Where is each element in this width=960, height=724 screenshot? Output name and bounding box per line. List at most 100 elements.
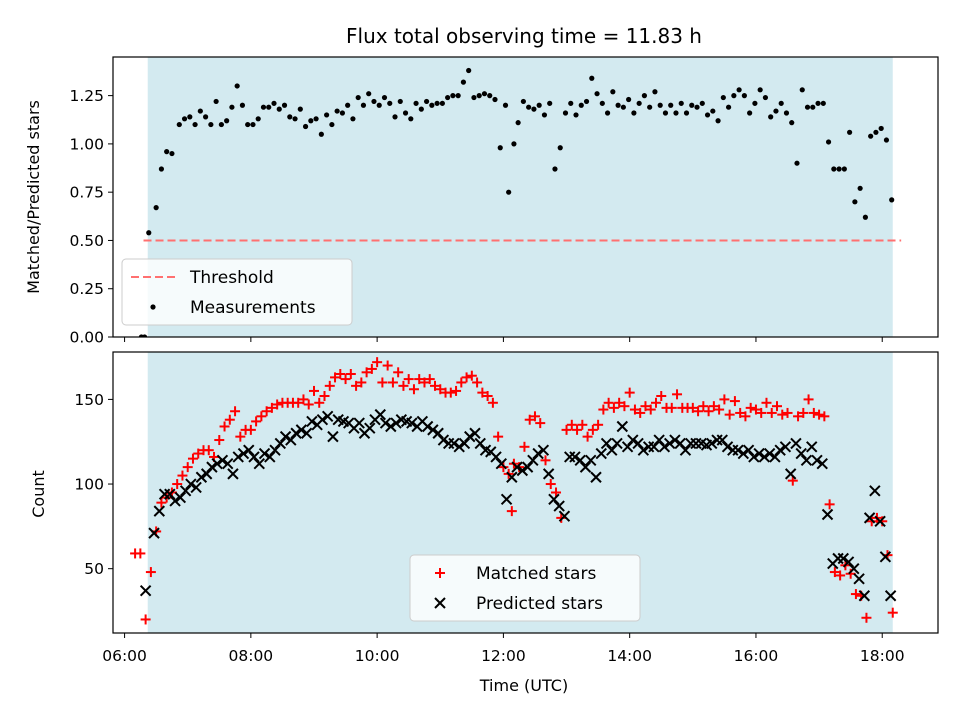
bottom-y-tick-label: 100 [74,476,104,494]
measurement-point [287,114,293,120]
measurement-point [492,96,498,103]
predicted-star-point [500,493,513,505]
matched-star-point [824,499,835,510]
measurement-point [511,141,517,147]
predicted-star-point [232,451,244,463]
measurement-point [815,100,821,106]
measurement-point [552,166,558,172]
matched-star-point [472,377,483,388]
matched-star-point [261,406,272,417]
matched-star-point [403,374,414,385]
measurement-point [878,125,884,132]
predicted-star-point [553,500,565,512]
matched-star-point [566,419,577,430]
predicted-star-point [495,458,508,470]
predicted-star-point [742,444,755,456]
measurement-point [313,116,319,122]
measurement-point [820,100,826,106]
matched-star-point [545,479,556,490]
legend-threshold-label: Threshold [189,268,274,288]
measurement-point [789,120,795,126]
matched-star-point [224,414,235,425]
matched-star-point [561,424,572,435]
predicted-star-point [279,430,292,443]
predicted-star-point [621,441,634,453]
measurement-point [694,104,700,110]
matched-star-point [203,445,214,456]
predicted-star-point [327,430,339,443]
measurement-point [250,121,256,128]
measurement-point [715,118,721,124]
matched-star-point [819,411,830,422]
measurement-point [720,94,726,101]
predicted-star-point [516,464,529,477]
measurement-point [329,121,335,128]
measurement-point [668,102,674,108]
measurement-point [889,197,895,203]
predicted-star-point [300,427,313,439]
predicted-star-point [842,556,855,568]
measurement-point [847,129,853,135]
matched-star-point [524,414,535,425]
bottom-panel: 50 100 150 06:00 08:00 10:00 12:00 14:00 16:00 18… [74,351,939,665]
matched-star-point [572,424,583,435]
matched-star-point [556,512,567,523]
predicted-star-point [848,562,860,575]
matched-star-point [687,402,698,413]
predicted-star-point [779,441,792,453]
top-y-tick-label: 0.25 [69,280,104,298]
matched-star-point [708,401,719,412]
matched-star-point [587,424,598,435]
measurement-point [768,114,774,120]
matched-star-point [761,397,772,408]
measurement-point [531,106,537,112]
predicted-star-point [858,590,871,602]
predicted-star-point [537,444,550,456]
matched-star-point [387,377,398,388]
matched-star-point [298,394,309,405]
top-y-tick-label: 0.75 [69,184,104,202]
predicted-star-point [869,485,881,497]
top-legend-box [121,258,353,326]
top-y-tick-label: 1.00 [69,135,104,153]
predicted-star-point [227,468,239,480]
measurement-point [699,100,705,106]
matched-star-point [266,402,277,413]
matched-star-point [398,380,409,391]
matched-star-point [377,377,388,388]
bottom-x-tick-label: 18:00 [860,647,905,665]
predicted-star-point [590,471,602,483]
top-y-tick-label: 1.25 [69,87,104,105]
predicted-star-point [385,420,397,433]
measurement-point [520,98,526,105]
measurement-point [392,114,398,120]
matched-star-point [230,406,241,417]
bottom-y-tick-label: 150 [74,391,104,409]
measurement-point [397,98,403,105]
measurement-point [418,106,424,112]
predicted-star-point [674,437,686,450]
measurement-point [413,100,419,106]
measurement-point [615,102,621,108]
matched-star-point [629,404,640,415]
legend-predicted-label: Predicted stars [476,594,603,614]
measurement-point [146,230,152,236]
matched-star-point [766,407,777,418]
matched-star-point [187,453,198,464]
predicted-star-point [290,427,302,439]
predicted-star-point [627,434,639,446]
matched-star-point [619,401,630,412]
predicted-star-point [874,515,886,527]
measurement-point [678,100,684,106]
measurement-point [445,94,451,101]
measurement-point [652,89,658,95]
predicted-star-point [800,454,813,467]
measurement-point [460,79,467,85]
predicted-star-point [237,447,250,460]
measurement-point [515,120,521,126]
top-y-axis-label: Matched/Predicted stars [24,100,43,294]
measurement-point [631,110,637,116]
predicted-star-point [316,414,329,426]
predicted-star-point [595,447,607,460]
measurement-point [266,104,272,110]
